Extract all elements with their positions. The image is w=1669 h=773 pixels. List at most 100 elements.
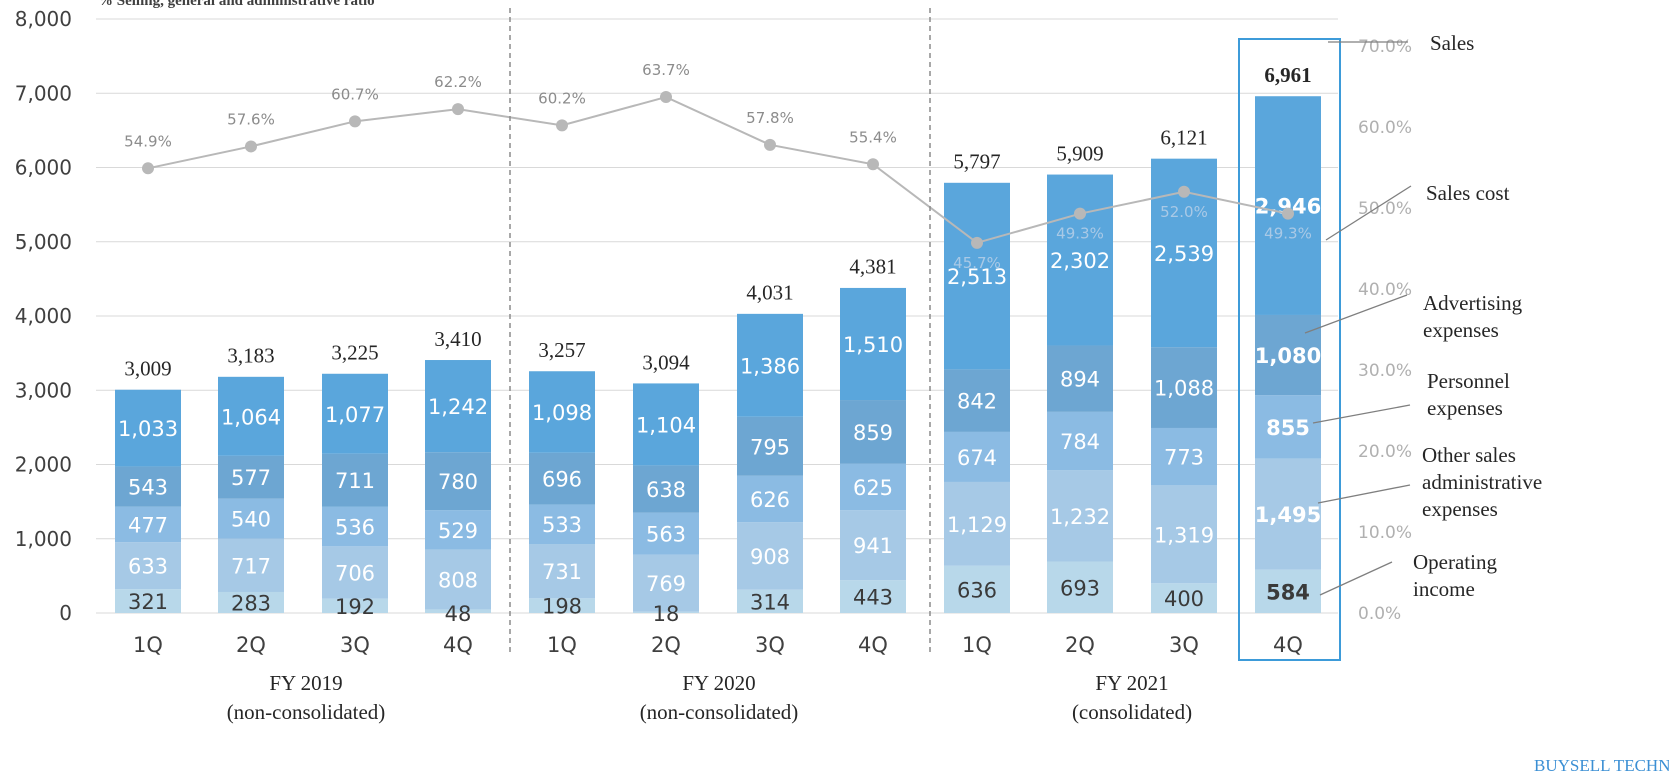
annotation-leader-line — [1304, 294, 1408, 334]
other-admin-segment — [1047, 470, 1113, 562]
segment-value-label: 636 — [957, 578, 997, 602]
segment-value-label: 894 — [1060, 368, 1100, 392]
other-admin-segment — [633, 554, 699, 612]
segment-value-label: 1,242 — [428, 395, 488, 419]
y-right-tick-label: 10.0% — [1358, 523, 1412, 543]
sales-total-label: 3,094 — [642, 350, 690, 374]
segment-value-label: 908 — [750, 545, 790, 569]
sales-cost-segment — [1255, 96, 1321, 315]
sales-cost-segment — [322, 373, 388, 454]
segment-value-label: 283 — [231, 591, 271, 615]
annotation-label: Operating — [1413, 550, 1497, 574]
quarter-label: 4Q — [858, 633, 888, 657]
segment-value-label: 1,129 — [947, 513, 1007, 537]
other-admin-segment — [737, 522, 803, 590]
segment-value-label: 1,098 — [532, 401, 592, 425]
other-admin-segment — [944, 481, 1010, 566]
quarter-label: 1Q — [547, 633, 577, 657]
operating-income-segment — [218, 591, 284, 613]
y-left-tick-label: 3,000 — [15, 378, 72, 402]
y-right-tick-label: 30.0% — [1358, 361, 1412, 381]
sales-total-label: 5,909 — [1056, 141, 1103, 165]
ratio-line — [147, 95, 1289, 244]
y-left-tick-label: 7,000 — [15, 81, 72, 105]
y-left-tick-label: 1,000 — [15, 527, 72, 551]
segment-value-label: 1,104 — [636, 413, 696, 437]
ratio-label: 54.9% — [124, 132, 172, 150]
personnel-segment — [115, 506, 181, 543]
left-axis-ticks: 0 1,000 2,000 3,000 4,000 5,000 6,000 7,000 8,00… — [15, 7, 72, 625]
operating-income-segment — [425, 609, 491, 613]
ratio-point — [1074, 207, 1086, 220]
advertising-segment — [840, 400, 906, 464]
segment-value-label: 198 — [542, 595, 582, 619]
fiscal-year-label: FY 2019 — [269, 671, 342, 695]
segment-value-label: 855 — [1266, 416, 1310, 440]
segment-value-label: 1,088 — [1154, 377, 1214, 401]
segment-value-label: 1,064 — [221, 405, 281, 429]
ratio-label: 52.0% — [1160, 203, 1208, 221]
ratio-point — [1282, 207, 1294, 220]
ratio-label: 49.3% — [1056, 225, 1104, 243]
segment-value-label: 633 — [128, 555, 168, 579]
other-admin-segment — [322, 546, 388, 599]
sales-total-label: 6,121 — [1160, 126, 1207, 150]
segment-value-label: 859 — [853, 421, 893, 445]
segment-value-label: 443 — [853, 586, 893, 610]
legend-ratio-label: % Selling, general and administrative ra… — [98, 0, 375, 9]
annotation-label: Sales cost — [1426, 181, 1510, 205]
segment-value-label: 731 — [542, 560, 582, 584]
quarter-labels: 1Q 2Q 3Q 4Q 1Q 2Q 3Q 4Q 1Q 2Q 3Q 4Q — [133, 633, 1303, 657]
sales-cost-segment — [1047, 174, 1113, 346]
y-left-tick-label: 2,000 — [15, 453, 72, 477]
ratio-label: 60.7% — [331, 85, 379, 103]
other-admin-segment — [529, 544, 595, 599]
ratio-label: 60.2% — [538, 89, 586, 107]
segment-value-label: 795 — [750, 435, 790, 459]
advertising-segment — [425, 452, 491, 511]
segment-value-label: 674 — [957, 446, 997, 470]
sales-cost-segment — [737, 313, 803, 417]
personnel-segment — [529, 504, 595, 545]
segment-value-label: 842 — [957, 390, 997, 414]
segment-value-label: 477 — [128, 513, 168, 537]
advertising-segment — [218, 455, 284, 499]
ratio-point — [349, 115, 361, 128]
ratio-point — [971, 236, 983, 249]
annotation-leader-line — [1317, 484, 1411, 504]
segment-value-label: 563 — [646, 523, 686, 547]
ratio-label: 49.3% — [1264, 225, 1312, 243]
ratio-point — [867, 158, 879, 171]
stacked-bars — [115, 96, 1321, 613]
personnel-segment — [1047, 411, 1113, 471]
annotation-leader-line — [1325, 185, 1412, 241]
annotation-label: income — [1413, 577, 1475, 601]
segment-value-label: 808 — [438, 568, 478, 592]
operating-income-segment — [633, 611, 699, 613]
sales-total-labels: 3,009 3,183 3,225 3,410 3,257 3,094 4,031 4,381… — [124, 38, 1341, 661]
other-admin-segment — [1151, 485, 1217, 584]
personnel-segment — [425, 510, 491, 550]
annotation-leader-line — [1319, 561, 1393, 596]
ratio-label: 55.4% — [849, 128, 897, 146]
ratio-point — [764, 138, 776, 151]
sales-cost-segment — [218, 376, 284, 456]
y-right-tick-label: 60.0% — [1358, 118, 1412, 138]
segment-value-label: 769 — [646, 572, 686, 596]
segment-value-label: 773 — [1164, 446, 1204, 470]
other-admin-segment — [115, 542, 181, 590]
sales-cost-segment — [633, 383, 699, 466]
segment-value-label: 321 — [128, 590, 168, 614]
segment-value-label: 1,033 — [118, 417, 178, 441]
operating-income-segment — [737, 589, 803, 613]
quarter-label: 4Q — [1273, 633, 1303, 657]
ratio-point — [556, 119, 568, 132]
ratio-label: 57.6% — [227, 110, 275, 128]
quarter-label: 1Q — [133, 633, 163, 657]
segment-value-label: 696 — [542, 468, 582, 492]
segment-value-label: 1,510 — [843, 333, 903, 357]
quarter-label: 4Q — [443, 633, 473, 657]
y-right-tick-label: 0.0% — [1358, 604, 1401, 624]
ratio-point — [1178, 185, 1190, 198]
